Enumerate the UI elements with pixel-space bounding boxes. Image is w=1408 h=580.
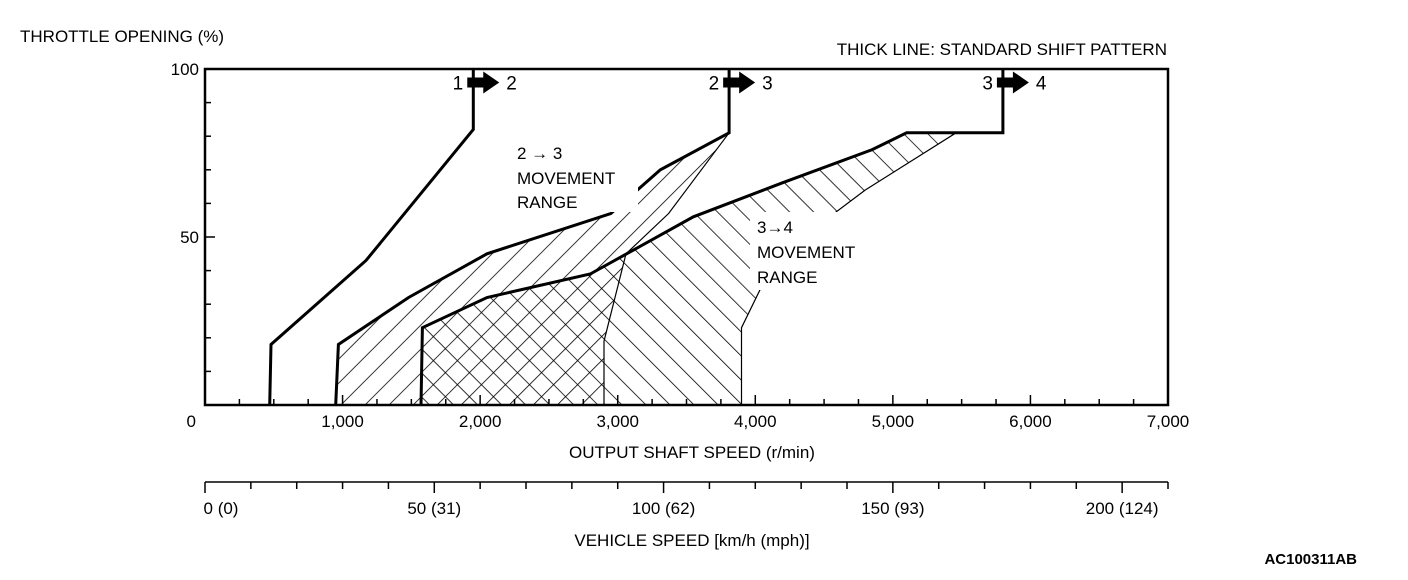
figure-code: AC100311AB (1264, 551, 1357, 568)
vehicle-speed-tick-label: 0 (0) (204, 499, 239, 518)
annotation-background (508, 140, 638, 212)
shift-from-label: 1 (453, 73, 464, 94)
shift-arrow-icon (467, 71, 500, 94)
vehicle-speed-tick-label: 150 (93) (861, 499, 924, 518)
annotations: 2 → 3 MOVEMENT RANGE 3→4 MOVEMENT RANGE (508, 140, 884, 290)
x-tick-label: 1,000 (321, 412, 364, 431)
shift-from-label: 3 (982, 73, 993, 94)
x-axis-title: OUTPUT SHAFT SPEED (r/min) (569, 443, 815, 462)
x-axis: 1,000 2,000 3,000 4,000 5,000 6,000 7,000 (204, 395, 1190, 431)
x-tick-label: 6,000 (1009, 412, 1052, 431)
y-axis-title: THROTTLE OPENING (%) (20, 27, 224, 46)
y-tick-label: 50 (180, 228, 199, 247)
shift-arrow-icon (996, 71, 1029, 94)
annotation-range34-line: MOVEMENT (757, 243, 855, 262)
x-tick-label: 4,000 (734, 412, 777, 431)
shift-to-label: 4 (1036, 73, 1047, 94)
annotation-range34-line: 3→4 (757, 218, 793, 237)
x-tick-label: 7,000 (1147, 412, 1190, 431)
annotation-range23-line: RANGE (517, 193, 577, 212)
chart-title: THICK LINE: STANDARD SHIFT PATTERN (837, 40, 1167, 59)
shift-to-label: 2 (506, 73, 517, 94)
annotation-range23-line: 2 → 3 (517, 144, 562, 163)
shift-lines: 1 2 2 3 3 4 (268, 69, 1047, 406)
vehicle-speed-tick-label: 50 (31) (407, 499, 461, 518)
origin-label: 0 (187, 412, 196, 431)
x-tick-label: 2,000 (459, 412, 502, 431)
vehicle-speed-tick-label: 200 (124) (1086, 499, 1159, 518)
annotation-range34-line: RANGE (757, 268, 817, 287)
x-tick-label: 5,000 (872, 412, 915, 431)
vehicle-speed-axis-title: VEHICLE SPEED [km/h (mph)] (574, 531, 809, 550)
vehicle-speed-tick-label: 100 (62) (632, 499, 695, 518)
shift-to-label: 3 (762, 73, 773, 94)
y-tick-label: 100 (171, 60, 199, 79)
shift-arrow-icon (723, 71, 756, 94)
shift-from-label: 2 (709, 73, 720, 94)
x-tick-label: 3,000 (596, 412, 639, 431)
annotation-background (750, 212, 884, 290)
shift-line-1 (334, 69, 731, 406)
shift-line-0 (268, 69, 475, 406)
y-axis: 50 100 0 (171, 60, 215, 431)
vehicle-speed-axis: 0 (0) 50 (31) 100 (62) 150 (93) 200 (124) (204, 481, 1169, 518)
annotation-range23-line: MOVEMENT (517, 169, 615, 188)
shift-line-2 (419, 69, 1005, 406)
